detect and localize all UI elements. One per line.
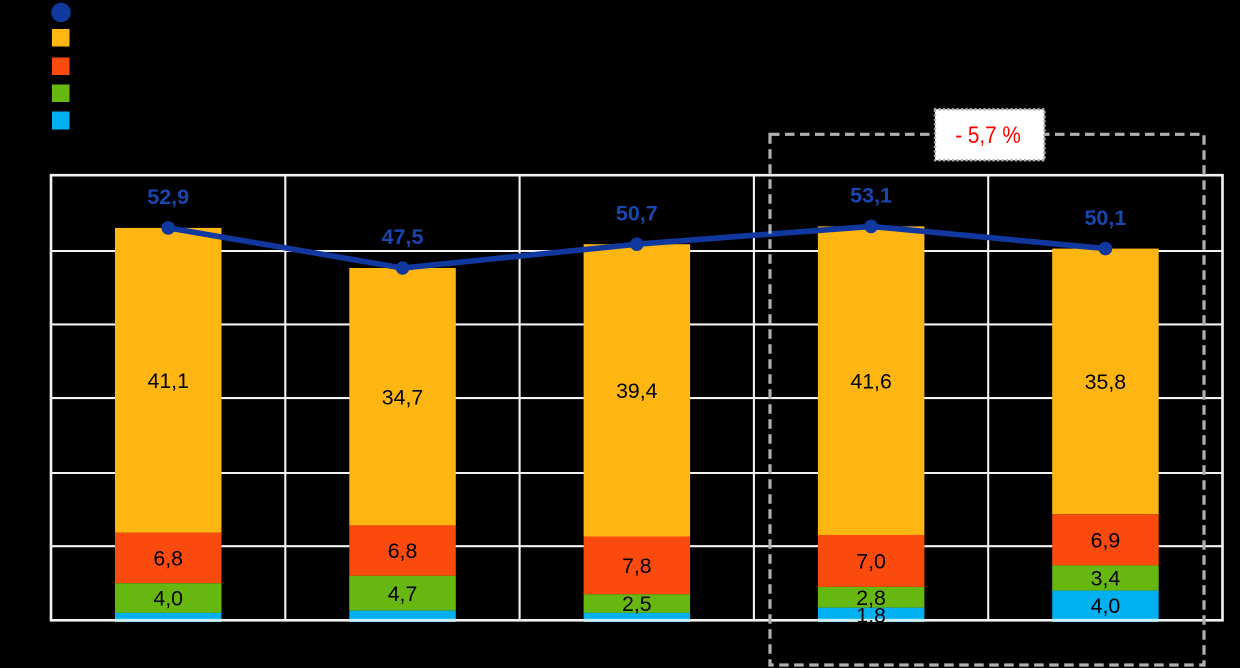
- svg-text:50,1: 50,1: [1084, 206, 1126, 230]
- svg-text:2,8: 2,8: [856, 586, 886, 610]
- svg-text:3,4: 3,4: [1091, 567, 1121, 591]
- svg-text:7,8: 7,8: [622, 554, 652, 578]
- svg-text:47,5: 47,5: [382, 225, 424, 249]
- svg-text:1,8: 1,8: [856, 603, 886, 627]
- svg-text:39,4: 39,4: [616, 379, 658, 403]
- svg-text:2,5: 2,5: [622, 592, 652, 616]
- svg-text:41,1: 41,1: [147, 369, 188, 393]
- svg-text:34,7: 34,7: [382, 385, 423, 409]
- svg-text:- 5,7 %: - 5,7 %: [955, 122, 1021, 149]
- svg-text:35,8: 35,8: [1085, 370, 1126, 394]
- svg-text:4,7: 4,7: [388, 582, 418, 606]
- svg-text:4,0: 4,0: [153, 587, 183, 611]
- svg-text:52,9: 52,9: [147, 185, 189, 209]
- svg-text:4,0: 4,0: [1091, 594, 1121, 618]
- svg-text:6,8: 6,8: [388, 539, 418, 563]
- svg-text:50,7: 50,7: [616, 202, 658, 226]
- svg-text:53,1: 53,1: [850, 183, 892, 207]
- svg-text:6,8: 6,8: [153, 547, 183, 571]
- svg-text:6,9: 6,9: [1091, 528, 1121, 552]
- svg-text:41,6: 41,6: [850, 369, 891, 393]
- svg-text:7,0: 7,0: [856, 550, 886, 574]
